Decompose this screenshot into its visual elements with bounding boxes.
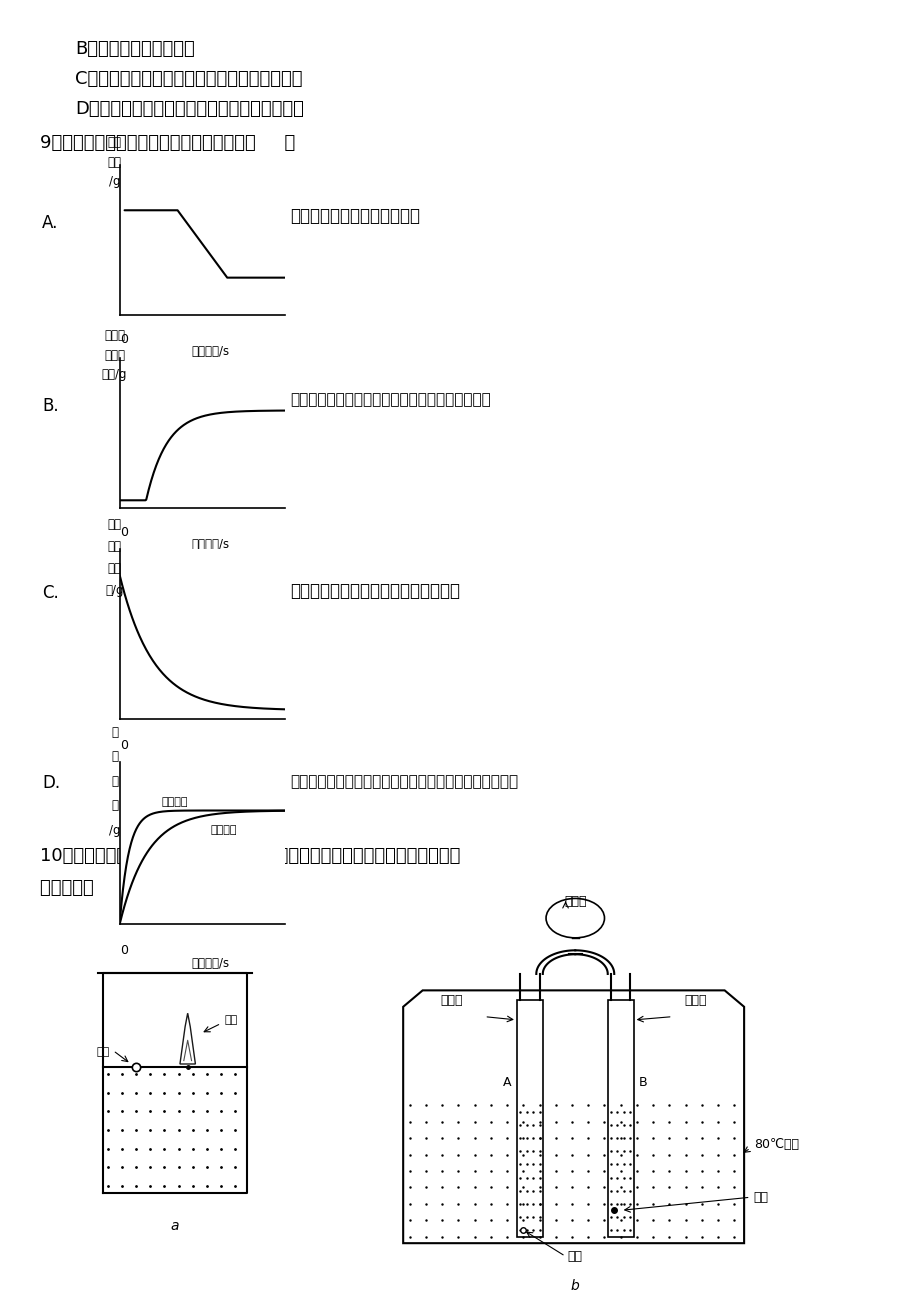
Polygon shape <box>403 991 743 1243</box>
Text: 有圹化剂: 有圹化剂 <box>161 797 187 807</box>
Text: 气体的: 气体的 <box>104 349 125 362</box>
Text: 量: 量 <box>111 799 118 812</box>
Text: 量/g: 量/g <box>106 583 124 596</box>
Text: 反应时间/s: 反应时间/s <box>191 538 230 551</box>
Text: 0: 0 <box>120 526 129 539</box>
Text: 固体: 固体 <box>108 137 121 150</box>
Text: 0: 0 <box>120 944 129 957</box>
Ellipse shape <box>546 898 604 937</box>
Text: /g: /g <box>108 176 120 189</box>
Text: 质量: 质量 <box>108 156 121 169</box>
Text: 加热时间/s: 加热时间/s <box>191 345 230 358</box>
Text: /g: /g <box>108 824 120 836</box>
Text: 无圹化剂: 无圹化剂 <box>210 825 237 835</box>
Text: 质量/g: 质量/g <box>102 368 127 381</box>
Text: 白磷: 白磷 <box>567 1250 582 1263</box>
Polygon shape <box>516 1000 542 1237</box>
Text: 红磷: 红磷 <box>753 1191 768 1204</box>
Text: 瘪气球: 瘪气球 <box>563 896 586 909</box>
Text: 氧: 氧 <box>111 727 118 738</box>
Text: 红磷: 红磷 <box>224 1016 238 1025</box>
Text: 向一定的二氧化锔中加入过氧化氢溶液: 向一定的二氧化锔中加入过氧化氢溶液 <box>289 582 460 600</box>
Text: 气: 气 <box>111 750 118 763</box>
Text: 反应时间/s: 反应时间/s <box>191 957 230 970</box>
Text: 用等质量的氯酸钔在有、无圹化剂并加热的条件下制氧气: 用等质量的氯酸钔在有、无圹化剂并加热的条件下制氧气 <box>289 773 517 789</box>
Text: 玻璃管: 玻璃管 <box>440 993 462 1006</box>
Text: 质: 质 <box>111 775 118 788</box>
Text: b: b <box>571 1280 579 1293</box>
Text: 加热一定质量的高锁酸钔固体: 加热一定质量的高锁酸钔固体 <box>289 207 420 225</box>
Text: 0: 0 <box>120 333 129 346</box>
Text: 0: 0 <box>120 740 129 753</box>
Text: B: B <box>639 1075 647 1088</box>
Text: 80℃热水: 80℃热水 <box>753 1138 798 1151</box>
Text: 装置内: 装置内 <box>104 329 125 342</box>
Text: 9．下列图像能正确反映对应变化关系的是（     ）: 9．下列图像能正确反映对应变化关系的是（ ） <box>40 134 295 152</box>
Text: D.: D. <box>42 773 60 792</box>
Text: 化锔: 化锔 <box>108 539 121 552</box>
Text: C.: C. <box>42 585 59 602</box>
Text: D．该反应前后分子种类、原子种类均没有改变: D．该反应前后分子种类、原子种类均没有改变 <box>75 100 303 118</box>
Text: 白磷: 白磷 <box>96 1047 109 1057</box>
Text: 合理的是（     ）: 合理的是（ ） <box>40 879 133 897</box>
Text: B.: B. <box>42 397 59 415</box>
Text: 的质: 的质 <box>108 561 121 574</box>
Polygon shape <box>607 1000 633 1237</box>
Text: C．图中甲、乙、丙三种物质均是由分子构成的: C．图中甲、乙、丙三种物质均是由分子构成的 <box>75 70 302 89</box>
Text: 将足量的硫粉与一定质量的氧气在密闭装置内引燃: 将足量的硫粉与一定质量的氧气在密闭装置内引燃 <box>289 392 490 408</box>
Text: 二氧: 二氧 <box>108 518 121 530</box>
Text: 玻璃管: 玻璃管 <box>684 993 706 1006</box>
Text: A: A <box>503 1075 511 1088</box>
Text: 过氧化氢溶液质量/g: 过氧化氢溶液质量/g <box>176 760 244 773</box>
Text: A.: A. <box>42 214 58 232</box>
Text: 10．某化学小组研究燃烧的条件，设计了如图二个实验方案，下列关于方案设计说法不: 10．某化学小组研究燃烧的条件，设计了如图二个实验方案，下列关于方案设计说法不 <box>40 848 460 865</box>
Text: B．该反应属于置换反应: B．该反应属于置换反应 <box>75 40 195 59</box>
Text: a: a <box>170 1220 179 1233</box>
